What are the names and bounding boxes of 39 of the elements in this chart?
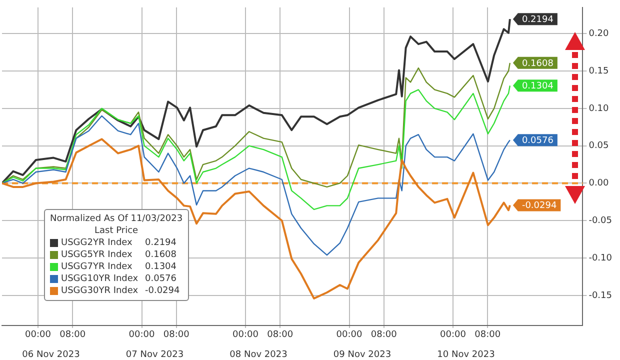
- text: 0.1608: [145, 250, 176, 260]
- data-label: 0.1608: [522, 58, 554, 69]
- x2-tick-label: 07 Nov 2023: [126, 350, 184, 360]
- x-tick-label: 08:00: [370, 330, 398, 340]
- x2-tick-label: 08 Nov 2023: [230, 350, 288, 360]
- x2-tick-label: 10 Nov 2023: [437, 350, 495, 360]
- y-tick-label: -0.05: [588, 216, 612, 226]
- x2-tick-label: 09 Nov 2023: [333, 350, 392, 360]
- y-tick-label: -0.15: [588, 290, 612, 301]
- x-tick-label: 00:00: [440, 330, 466, 340]
- y-tick-label: 0.15: [588, 66, 609, 76]
- y-tick-label: 0.05: [588, 141, 609, 152]
- data-label: -0.0294: [522, 201, 557, 212]
- x-tick-label: 00:00: [336, 330, 363, 340]
- x-tick-label: 08:00: [267, 330, 294, 340]
- x-tick-label: 00:00: [232, 330, 259, 340]
- text: 0.0576: [145, 274, 176, 284]
- data-label: 0.2194: [522, 14, 554, 25]
- x-tick-label: 00:00: [128, 330, 156, 340]
- text: 0.2194: [145, 238, 176, 248]
- x-tick-label: 08:00: [163, 330, 190, 340]
- x-tick-label: 00:00: [25, 330, 52, 340]
- y-tick-label: 0.10: [588, 104, 610, 114]
- x2-tick-label: 06 Nov 2023: [22, 350, 80, 360]
- text: -0.0294: [145, 286, 180, 296]
- legend-title: Normalized As Of 11/03/2023 Last Price: [50, 213, 183, 238]
- x-tick-label: 08:00: [60, 330, 86, 340]
- legend-label: USGG30YR Index: [61, 285, 140, 298]
- legend-label: USGG5YR Index: [61, 249, 134, 262]
- y-tick-label: 0.00: [588, 178, 610, 189]
- data-label: 0.1304: [522, 82, 554, 92]
- text: 0.1304: [145, 262, 176, 272]
- data-label: 0.0576: [522, 136, 554, 146]
- legend-label: USGG2YR Index: [61, 237, 134, 250]
- legend-label: USGG10YR Index: [61, 273, 140, 286]
- y-tick-label: -0.10: [588, 253, 612, 264]
- legend-label: USGG7YR Index: [61, 261, 134, 274]
- y-tick-label: 0.20: [588, 28, 610, 39]
- x-tick-label: 08:00: [474, 330, 501, 340]
